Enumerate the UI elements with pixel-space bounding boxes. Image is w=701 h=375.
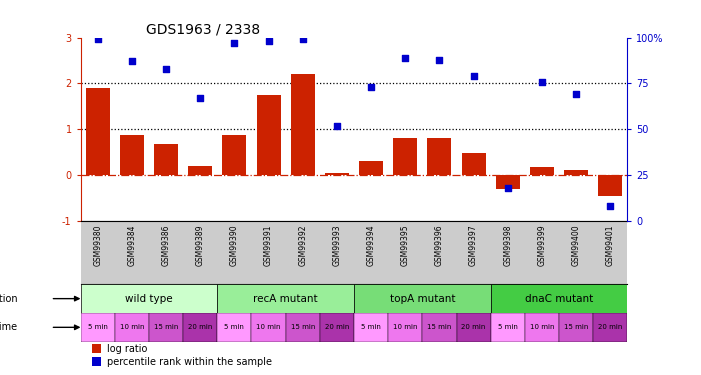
Point [605,204,616,210]
Text: 5 min: 5 min [224,324,245,330]
Text: 15 min: 15 min [290,324,315,330]
Text: 10 min: 10 min [530,324,554,330]
Text: GSM99393: GSM99393 [332,224,341,266]
Bar [154,144,178,175]
Point [195,95,206,101]
Bar [491,284,627,313]
Bar [217,284,354,313]
Text: GDS1963 / 2338: GDS1963 / 2338 [147,22,260,36]
Text: GSM99386: GSM99386 [161,224,170,266]
Text: time: time [0,322,18,332]
Bar [564,170,588,175]
Bar [462,153,486,175]
Point [502,185,513,191]
Bar [456,313,491,342]
Point [263,38,274,44]
Point [400,55,411,61]
Bar [496,175,519,189]
Bar [422,313,456,342]
Bar [149,313,183,342]
Text: GSM99397: GSM99397 [469,224,478,266]
Bar [530,167,554,175]
Bar [559,313,593,342]
Point [468,73,479,79]
Point [365,84,376,90]
Bar [115,313,149,342]
Text: 15 min: 15 min [564,324,588,330]
Text: 5 min: 5 min [88,324,108,330]
Bar [120,135,144,175]
Bar [257,95,280,175]
Text: 20 min: 20 min [188,324,212,330]
Text: GSM99391: GSM99391 [264,224,273,266]
Bar [428,138,451,175]
Text: 20 min: 20 min [325,324,349,330]
Bar [86,88,109,175]
Point [161,66,172,72]
Point [92,36,103,42]
Text: 20 min: 20 min [461,324,486,330]
Text: 15 min: 15 min [427,324,451,330]
Text: topA mutant: topA mutant [390,294,455,304]
Text: GSM99390: GSM99390 [230,224,239,266]
Text: 10 min: 10 min [257,324,281,330]
Text: GSM99384: GSM99384 [128,224,137,266]
Text: dnaC mutant: dnaC mutant [525,294,593,304]
Point [434,57,445,63]
Bar [593,313,627,342]
Text: percentile rank within the sample: percentile rank within the sample [107,357,272,367]
Point [126,58,137,64]
Bar [291,74,315,175]
Text: 10 min: 10 min [120,324,144,330]
Bar [183,313,217,342]
Text: GSM99394: GSM99394 [367,224,376,266]
Bar [359,162,383,175]
Bar [92,344,102,353]
Bar [525,313,559,342]
Point [536,79,547,85]
Point [229,40,240,46]
Text: GSM99389: GSM99389 [196,224,205,266]
Text: GSM99401: GSM99401 [606,224,615,266]
Bar [354,313,388,342]
Bar [252,313,286,342]
Bar [325,173,349,175]
Point [571,92,582,98]
Bar [222,135,246,175]
Bar [320,313,354,342]
Bar [189,166,212,175]
Text: 5 min: 5 min [361,324,381,330]
Text: GSM99396: GSM99396 [435,224,444,266]
Bar [81,313,115,342]
Text: log ratio: log ratio [107,344,147,354]
Text: wild type: wild type [125,294,172,304]
Text: GSM99398: GSM99398 [503,224,512,266]
Bar [217,313,252,342]
Text: GSM99399: GSM99399 [538,224,547,266]
Bar [491,313,525,342]
Bar [354,284,491,313]
Text: 10 min: 10 min [393,324,418,330]
Text: GSM99400: GSM99400 [571,224,580,266]
Point [297,36,308,42]
Text: genotype/variation: genotype/variation [0,294,18,304]
Bar [388,313,422,342]
Point [332,123,343,129]
Bar [286,313,320,342]
Bar [393,138,417,175]
Bar [599,175,622,196]
Bar [92,357,102,366]
Bar [81,284,217,313]
Text: recA mutant: recA mutant [253,294,318,304]
Text: 15 min: 15 min [154,324,178,330]
Text: GSM99392: GSM99392 [298,224,307,266]
Text: GSM99395: GSM99395 [401,224,410,266]
Text: 20 min: 20 min [598,324,622,330]
Text: GSM99380: GSM99380 [93,224,102,266]
Text: 5 min: 5 min [498,324,518,330]
